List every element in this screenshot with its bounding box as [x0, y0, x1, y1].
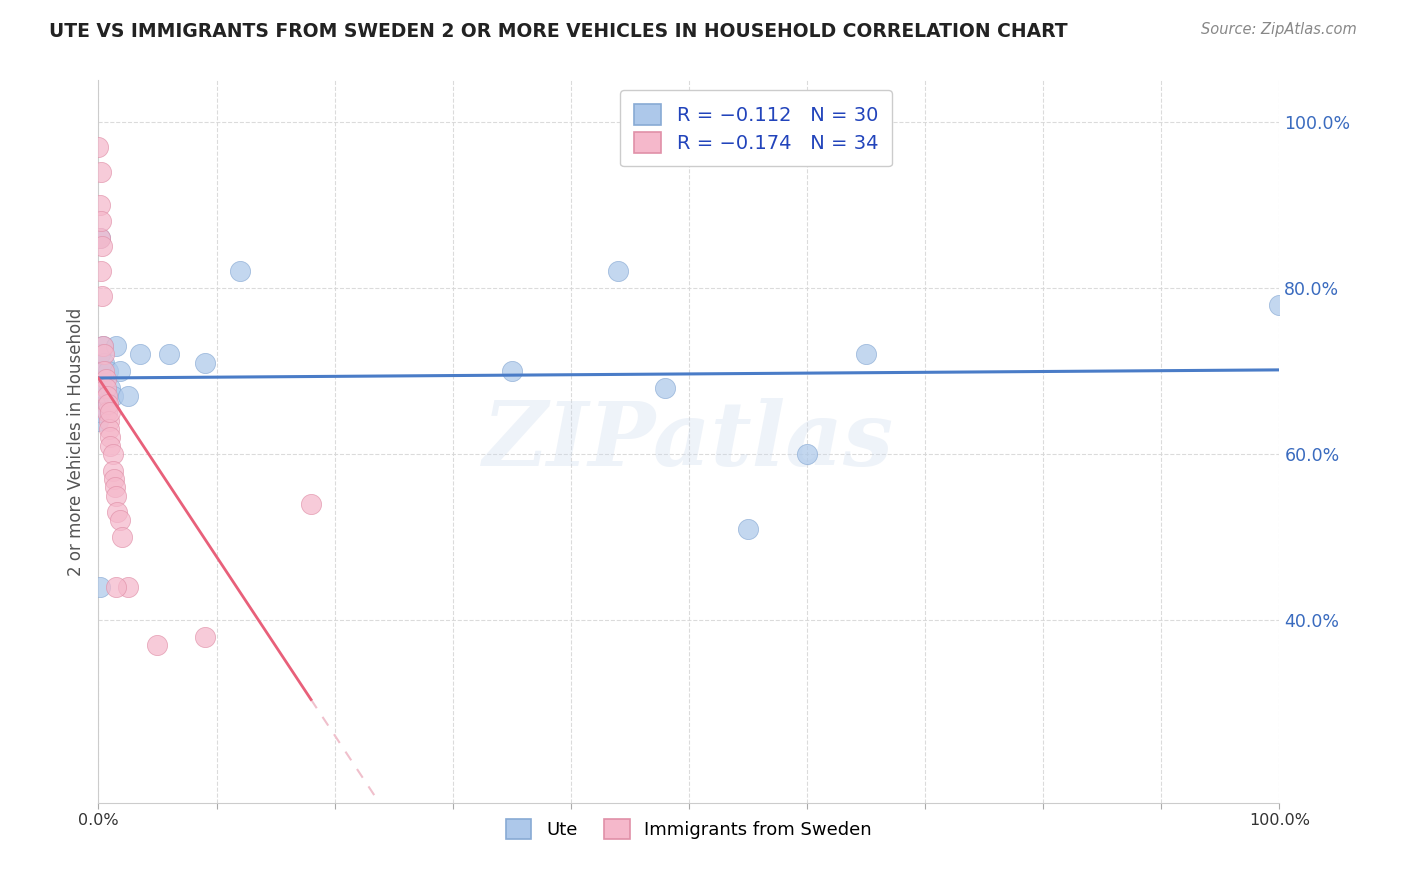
- Point: [98, 380, 121, 394]
- Y-axis label: 2 or more Vehicles in Household: 2 or more Vehicles in Household: [66, 308, 84, 575]
- Point: [89, 405, 111, 419]
- Point: [1268, 297, 1291, 311]
- Point: [89, 347, 111, 361]
- Point: [796, 447, 818, 461]
- Text: Source: ZipAtlas.com: Source: ZipAtlas.com: [1201, 22, 1357, 37]
- Point: [89, 580, 111, 594]
- Point: [91, 364, 114, 378]
- Point: [94, 372, 117, 386]
- Point: [101, 389, 124, 403]
- Point: [117, 389, 139, 403]
- Point: [96, 389, 118, 403]
- Text: ZIPatlas: ZIPatlas: [484, 399, 894, 484]
- Point: [105, 489, 128, 503]
- Point: [97, 397, 120, 411]
- Point: [105, 580, 128, 594]
- Point: [96, 405, 118, 419]
- Point: [111, 530, 134, 544]
- Point: [93, 347, 115, 361]
- Point: [93, 356, 115, 370]
- Point: [146, 638, 169, 652]
- Point: [194, 630, 217, 644]
- Point: [105, 339, 128, 353]
- Point: [90, 264, 112, 278]
- Point: [91, 339, 114, 353]
- Point: [91, 380, 114, 394]
- Point: [94, 380, 117, 394]
- Point: [98, 430, 121, 444]
- Point: [108, 364, 131, 378]
- Point: [87, 397, 110, 411]
- Point: [157, 347, 180, 361]
- Point: [89, 198, 111, 212]
- Point: [98, 414, 121, 428]
- Point: [194, 356, 217, 370]
- Legend: Ute, Immigrants from Sweden: Ute, Immigrants from Sweden: [498, 810, 880, 848]
- Point: [654, 380, 676, 394]
- Point: [105, 505, 128, 519]
- Point: [98, 422, 121, 436]
- Point: [101, 447, 124, 461]
- Point: [91, 339, 114, 353]
- Point: [87, 139, 110, 153]
- Point: [501, 364, 523, 378]
- Point: [229, 264, 252, 278]
- Point: [91, 239, 114, 253]
- Point: [299, 497, 322, 511]
- Point: [89, 231, 111, 245]
- Point: [91, 289, 114, 303]
- Point: [87, 364, 110, 378]
- Point: [87, 380, 110, 394]
- Text: UTE VS IMMIGRANTS FROM SWEDEN 2 OR MORE VEHICLES IN HOUSEHOLD CORRELATION CHART: UTE VS IMMIGRANTS FROM SWEDEN 2 OR MORE …: [49, 22, 1067, 41]
- Point: [89, 231, 111, 245]
- Point: [103, 472, 125, 486]
- Point: [108, 513, 131, 527]
- Point: [98, 439, 121, 453]
- Point: [90, 164, 112, 178]
- Point: [90, 372, 112, 386]
- Point: [104, 480, 127, 494]
- Point: [93, 364, 115, 378]
- Point: [101, 464, 124, 478]
- Point: [87, 414, 110, 428]
- Point: [90, 214, 112, 228]
- Point: [737, 522, 759, 536]
- Point: [607, 264, 630, 278]
- Point: [98, 405, 121, 419]
- Point: [128, 347, 150, 361]
- Point: [855, 347, 877, 361]
- Point: [117, 580, 139, 594]
- Point: [97, 364, 120, 378]
